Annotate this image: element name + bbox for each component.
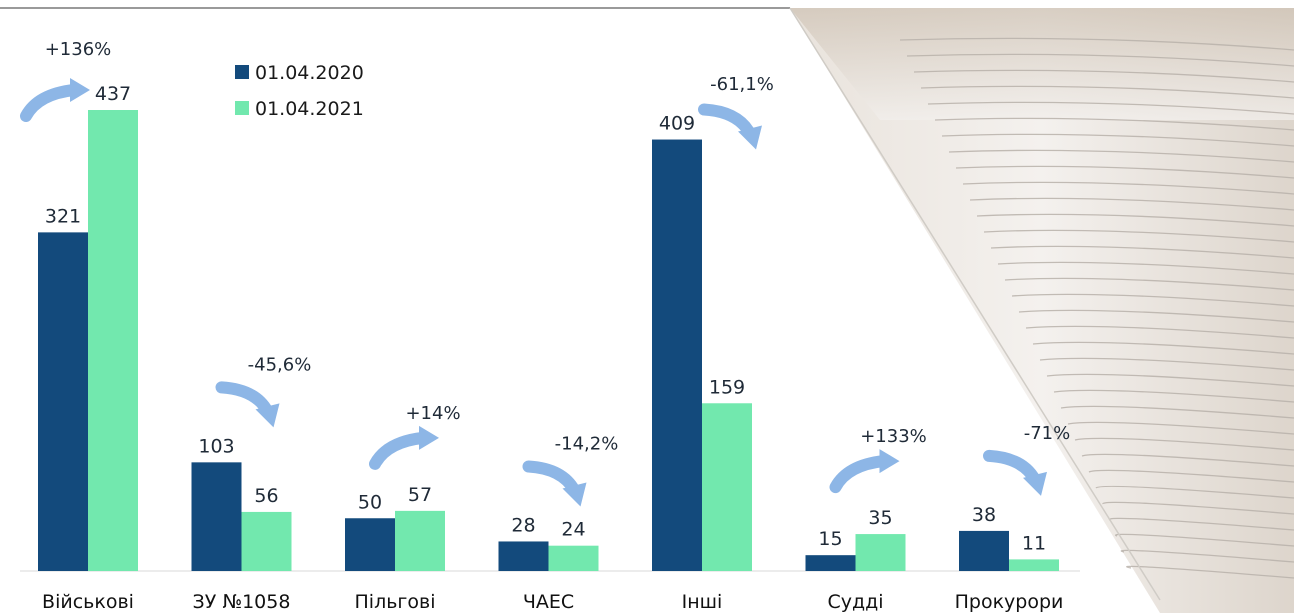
paper-sheet-edge [1018, 309, 1294, 323]
paper-sheet-edge [927, 101, 1294, 115]
paper-sheet-edge [934, 117, 1294, 131]
value-label-2020: 50 [358, 491, 382, 513]
paper-sheet-edge [1011, 293, 1294, 307]
paper-sheet-edge [1126, 565, 1294, 579]
paper-sheet-edge [997, 261, 1294, 275]
value-label-2020: 409 [659, 113, 695, 135]
frame-diagonal [789, 7, 1161, 601]
bar-2020 [191, 462, 242, 571]
paper-sheet-edge [1004, 277, 1294, 291]
category-label: ЧАЕС [523, 591, 574, 613]
paper-sheet-edge [990, 245, 1294, 259]
value-label-2020: 103 [198, 435, 234, 457]
change-arrow [983, 449, 1041, 486]
change-percent-label: +136% [45, 39, 112, 60]
paper-sheet-edge [1115, 533, 1294, 547]
paper-sheet-edge [1108, 517, 1294, 531]
category-label: ЗУ №1058 [193, 591, 291, 613]
paper-sheet-edge [1088, 469, 1294, 483]
bar-2020 [805, 555, 856, 571]
paper-sheet-edge [920, 85, 1294, 99]
paper-sheet-edge [1120, 549, 1294, 563]
bar-2021 [855, 534, 906, 571]
paper-stack-image [790, 8, 1294, 613]
change-percent-label: -71% [1024, 423, 1071, 444]
paper-sheet-edge [948, 149, 1294, 163]
paper-sheet-edge [962, 181, 1294, 195]
bar-2020 [498, 541, 549, 571]
paper-sheet-edge [1102, 501, 1294, 515]
paper-sheet-edge [983, 229, 1294, 243]
paper-sheet-edge [976, 213, 1294, 227]
category-label: Прокурори [955, 591, 1064, 613]
change-percent-label: -45,6% [248, 354, 312, 375]
value-label-2021: 159 [709, 376, 745, 398]
bar-2021 [1009, 559, 1059, 571]
change-percent-label: -14,2% [555, 433, 619, 454]
bar-2020 [959, 530, 1009, 571]
change-percent-label: +133% [860, 426, 927, 447]
change-percent-label: +14% [405, 403, 460, 424]
bar-2020 [345, 518, 395, 571]
bar-2021 [548, 545, 599, 571]
paper-sheet-edge [1032, 341, 1294, 355]
paper-sheet-edge [1039, 357, 1294, 371]
value-label-2020: 38 [972, 504, 996, 526]
category-label: Інші [682, 591, 723, 613]
bar-2021 [702, 403, 752, 571]
paper-sheet-edge [1053, 389, 1294, 403]
bar-2020 [652, 139, 702, 571]
category-label: Судді [827, 591, 883, 613]
legend-swatch-2021 [235, 101, 249, 115]
paper-sheet-edge [1074, 437, 1294, 451]
paper-sheet-edge [1046, 373, 1294, 387]
legend-swatch-2020 [235, 65, 249, 79]
legend-label-2020: 01.04.2020 [255, 62, 364, 84]
paper-sheet-edge [913, 69, 1294, 83]
paper-sheet-edge [1025, 325, 1294, 339]
value-label-2020: 28 [511, 514, 535, 536]
paper-sheet-edge [941, 133, 1294, 147]
change-arrow [522, 460, 581, 497]
change-percent-label: -61,1% [710, 74, 774, 95]
value-label-2021: 57 [408, 484, 432, 506]
category-label: Пільгові [355, 591, 436, 613]
paper-sheet-edge [906, 53, 1294, 67]
value-label-2020: 321 [45, 205, 81, 227]
legend: 01.04.2020 01.04.2021 [235, 62, 364, 120]
value-label-2021: 437 [95, 83, 131, 105]
paper-sheet-edge [899, 37, 1294, 51]
paper-sheet-edge [1095, 485, 1294, 499]
change-arrow [369, 431, 429, 470]
paper-sheet-edge [1067, 421, 1294, 435]
change-arrow [20, 84, 80, 122]
value-label-2021: 56 [254, 485, 278, 507]
bar-2021 [241, 511, 292, 571]
value-label-2021: 35 [868, 507, 892, 529]
bar-2020 [38, 232, 88, 571]
bar-2021 [395, 510, 445, 571]
value-label-2020: 15 [818, 528, 842, 550]
change-arrow [215, 381, 274, 418]
value-label-2021: 11 [1022, 532, 1046, 554]
change-arrow [829, 455, 890, 494]
bar-2021 [88, 110, 138, 571]
value-label-2021: 24 [561, 519, 585, 541]
paper-sheet-edge [1060, 405, 1294, 419]
category-label: Військові [42, 591, 134, 613]
paper-sheet-edge [969, 197, 1294, 211]
change-arrow [698, 103, 756, 140]
paper-sheet-edge [1081, 453, 1294, 467]
legend-label-2021: 01.04.2021 [255, 98, 364, 120]
paper-sheet-edge [955, 165, 1294, 179]
